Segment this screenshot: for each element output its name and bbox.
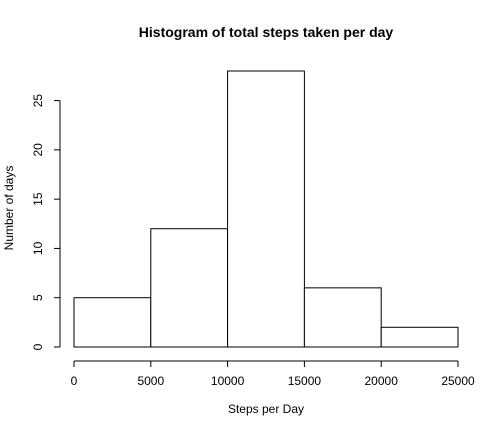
y-axis: 0 5 10 15 20 25	[31, 94, 61, 350]
histogram-bar-4	[380, 326, 459, 348]
y-tick-label-2: 10	[31, 241, 45, 255]
histogram-bar-2	[227, 70, 305, 348]
x-tick-label-0: 0	[71, 374, 78, 388]
bars-group	[73, 70, 459, 348]
x-axis-label: Steps per Day	[228, 402, 304, 416]
y-tick-label-0: 0	[31, 343, 45, 350]
y-tick-label-4: 20	[31, 143, 45, 157]
y-tick-label-1: 5	[31, 294, 45, 301]
y-tick-label-5: 25	[31, 94, 45, 108]
x-axis: 0 5000 10000 15000 20000 25000	[71, 360, 475, 388]
x-tick-label-5: 25000	[441, 374, 475, 388]
histogram-bar-0	[73, 297, 152, 348]
x-tick-label-4: 20000	[365, 374, 399, 388]
histogram-bar-1	[150, 228, 229, 348]
y-tick-label-3: 15	[31, 192, 45, 206]
x-tick-label-2: 10000	[211, 374, 245, 388]
x-tick-label-1: 5000	[137, 374, 164, 388]
chart-title: Histogram of total steps taken per day	[139, 24, 394, 40]
histogram-bar-3	[303, 287, 382, 348]
y-axis-label: Number of days	[2, 166, 16, 251]
x-tick-label-3: 15000	[288, 374, 322, 388]
